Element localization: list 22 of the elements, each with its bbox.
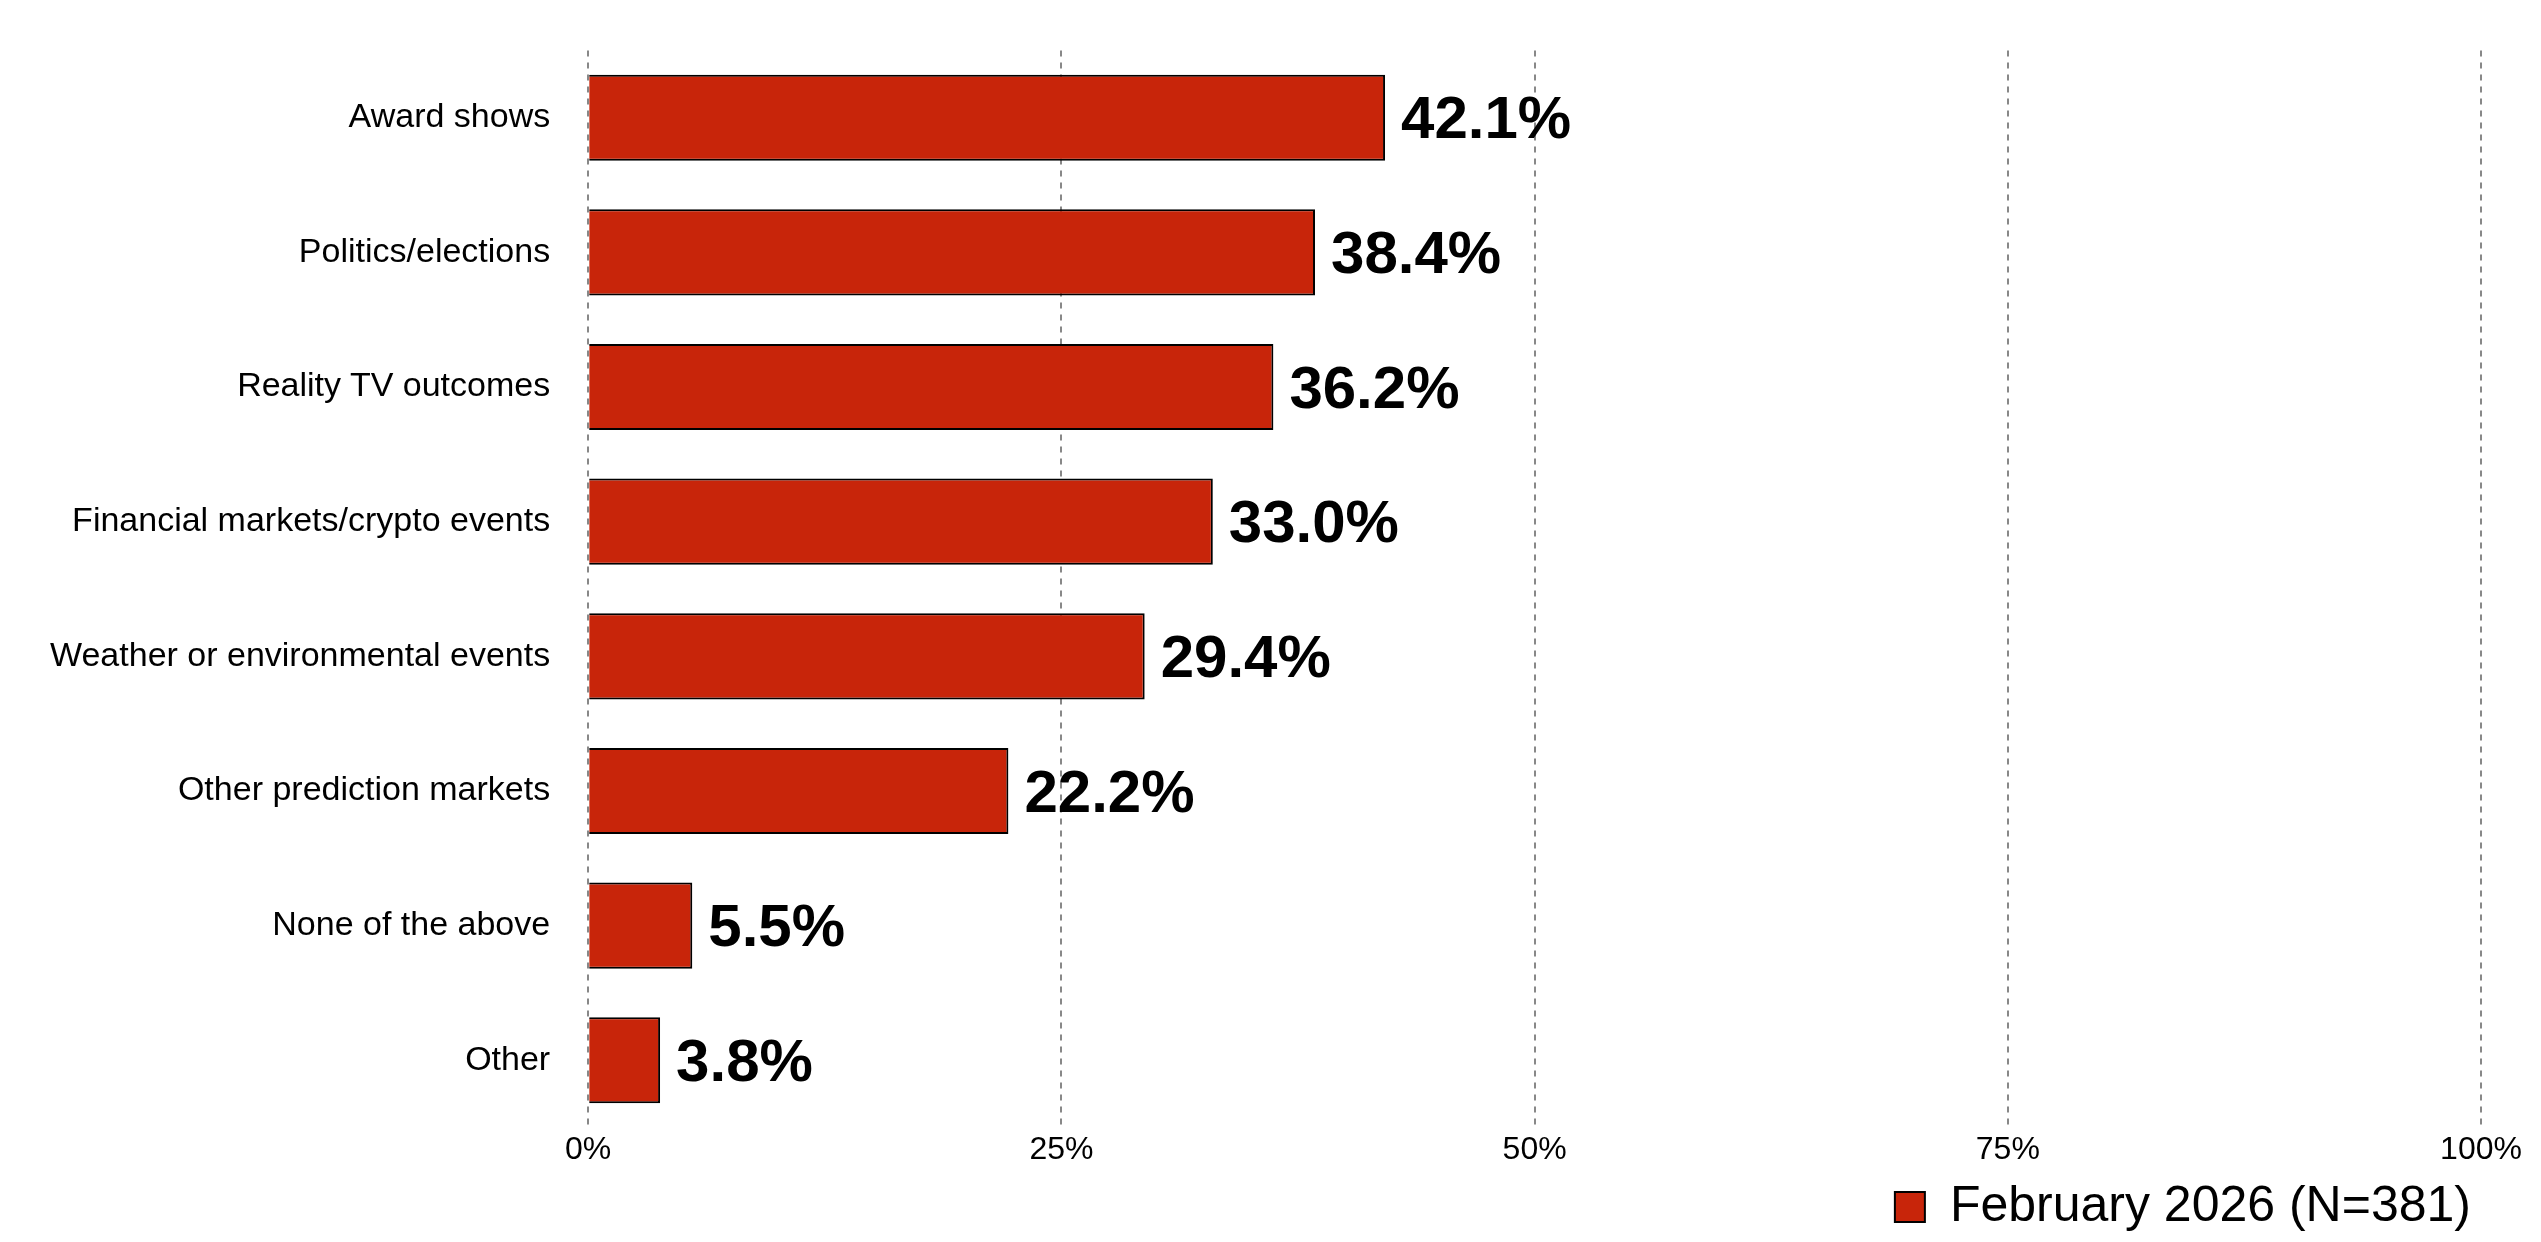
data-label: 36.2% — [1289, 353, 1460, 421]
x-tick-label: 50% — [1502, 1129, 1567, 1166]
y-tick-label: Other — [465, 1038, 551, 1077]
data-label: 33.0% — [1228, 488, 1399, 556]
x-tick-label: 100% — [2440, 1129, 2522, 1166]
legend-label: February 2026 (N=381) — [1949, 1175, 2472, 1232]
y-tick-label: Weather or environmental events — [49, 634, 551, 673]
y-tick-label: Other prediction markets — [177, 769, 551, 808]
data-label: 29.4% — [1160, 622, 1331, 690]
data-label: 42.1% — [1401, 84, 1572, 152]
data-label: 38.4% — [1331, 218, 1502, 286]
data-label: 5.5% — [708, 892, 846, 960]
data-label: 22.2% — [1024, 757, 1195, 825]
y-tick-label: Award shows — [348, 96, 551, 135]
y-tick-label: None of the above — [272, 904, 551, 942]
y-tick-label: Financial markets/crypto events — [72, 500, 551, 539]
y-tick-label: Politics/elections — [298, 230, 551, 269]
x-tick-label: 0% — [565, 1129, 612, 1166]
x-tick-label: 75% — [1975, 1129, 2040, 1166]
x-tick-label: 25% — [1029, 1129, 1094, 1166]
y-tick-label: Reality TV outcomes — [237, 365, 551, 404]
data-label: 3.8% — [676, 1026, 813, 1094]
